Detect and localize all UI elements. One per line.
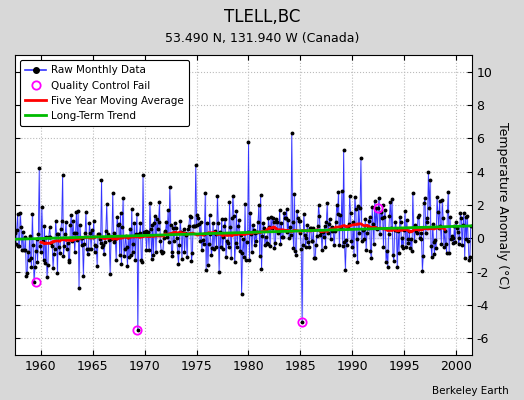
Legend: Raw Monthly Data, Quality Control Fail, Five Year Moving Average, Long-Term Tren: Raw Monthly Data, Quality Control Fail, …: [20, 60, 189, 126]
Text: 53.490 N, 131.940 W (Canada): 53.490 N, 131.940 W (Canada): [165, 32, 359, 45]
Text: TLELL,BC: TLELL,BC: [224, 8, 300, 26]
Text: Berkeley Earth: Berkeley Earth: [432, 386, 508, 396]
Y-axis label: Temperature Anomaly (°C): Temperature Anomaly (°C): [496, 122, 509, 288]
